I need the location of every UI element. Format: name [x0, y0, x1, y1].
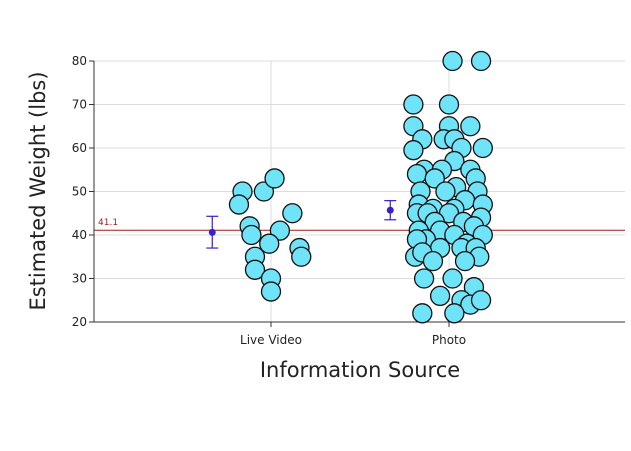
reference-line-label: 41.1: [98, 218, 118, 228]
data-point: [403, 94, 424, 115]
data-point: [470, 50, 492, 72]
y-tick-label: 40: [72, 228, 87, 242]
summary-markers: [206, 200, 397, 249]
data-point: [442, 268, 463, 289]
data-point: [406, 163, 428, 185]
data-point: [412, 303, 433, 324]
gridlines: [94, 60, 625, 323]
mean-marker: [386, 206, 394, 214]
reference-line: 41.1: [94, 218, 625, 231]
y-tick-label: 30: [72, 272, 87, 286]
data-point: [442, 50, 463, 72]
x-tick-label: Live Video: [240, 333, 302, 347]
data-point: [470, 290, 492, 311]
y-tick-label: 70: [72, 98, 87, 112]
y-tick-label: 20: [72, 315, 87, 329]
data-point: [435, 181, 456, 202]
data-point: [260, 281, 282, 302]
data-points: [228, 50, 493, 324]
tick-labels: 20 30 40 50 60 70 80 Live Video Photo: [72, 54, 466, 347]
data-point: [444, 303, 465, 324]
y-tick-label: 80: [72, 54, 87, 68]
data-point: [438, 94, 460, 115]
data-point: [422, 250, 444, 272]
data-point: [282, 203, 303, 224]
data-point: [259, 233, 280, 254]
data-point: [264, 168, 285, 189]
data-point: [413, 268, 435, 289]
data-point: [472, 137, 493, 159]
y-tick-label: 60: [72, 141, 87, 155]
data-point: [424, 168, 445, 189]
data-point: [241, 224, 262, 246]
data-point: [454, 250, 476, 272]
data-point: [429, 285, 451, 307]
x-tick-label: Photo: [432, 333, 466, 347]
y-tick-label: 50: [72, 185, 87, 199]
data-point: [403, 140, 424, 161]
axes: [89, 60, 625, 327]
data-point: [291, 246, 312, 267]
data-point: [244, 259, 266, 280]
data-point: [253, 181, 275, 202]
x-axis-title: Information Source: [260, 358, 460, 382]
data-point: [228, 194, 250, 215]
data-point: [269, 220, 291, 241]
y-axis-title: Estimated Weight (lbs): [26, 71, 50, 310]
data-point: [460, 116, 481, 137]
mean-marker: [208, 228, 216, 236]
